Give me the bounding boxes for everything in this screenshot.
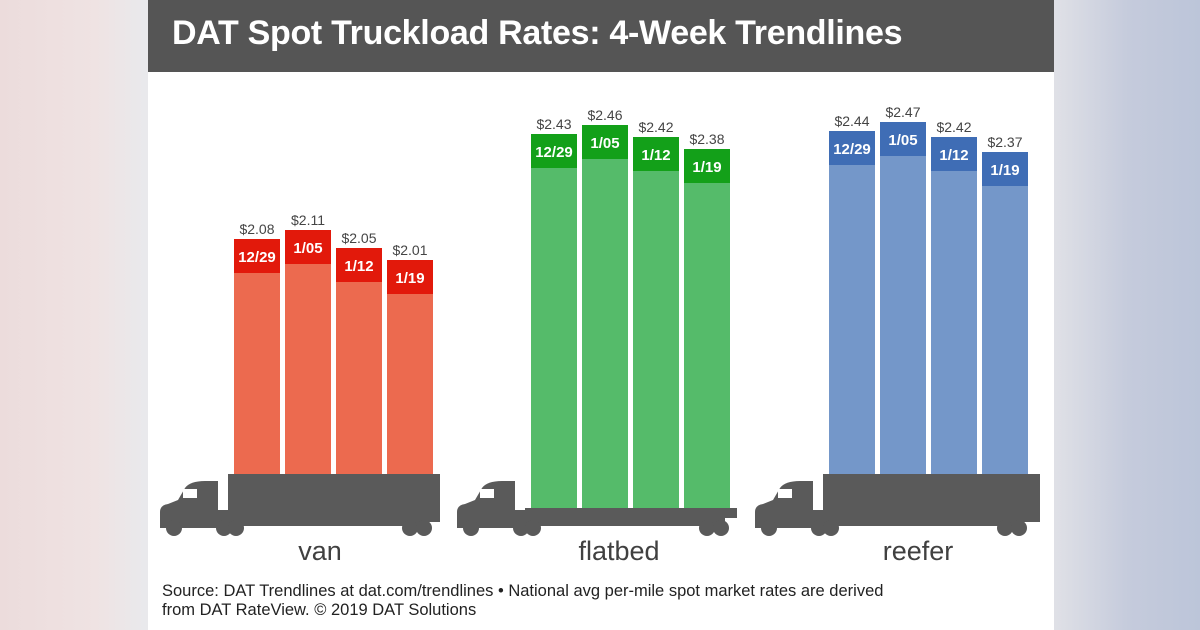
bar-cap-flatbed-0 [531, 134, 577, 168]
flatbed-truck-wheel-1 [513, 520, 529, 536]
value-label-reefer-3: $2.37 [987, 134, 1022, 150]
bar-van-0 [234, 239, 280, 474]
date-label-van-1: 1/05 [293, 240, 322, 257]
source-note-line2: from DAT RateView. © 2019 DAT Solutions [162, 601, 477, 619]
bar-flatbed-2 [633, 137, 679, 508]
bar-reefer-1 [880, 122, 926, 474]
dry-van-truck-wheel-4 [416, 520, 432, 536]
value-label-flatbed-2: $2.42 [638, 119, 673, 135]
category-label-flatbed: flatbed [578, 536, 660, 566]
date-label-reefer-1: 1/05 [888, 132, 917, 149]
reefer-truck-wheel-1 [811, 520, 827, 536]
dry-van-truck-cab-window [183, 489, 197, 498]
bar-cap-flatbed-1 [582, 125, 628, 159]
bar-cap-flatbed-2 [633, 137, 679, 171]
chart-title: DAT Spot Truckload Rates: 4-Week Trendli… [172, 14, 903, 52]
bar-van-3 [387, 260, 433, 474]
reefer-truck-cab-window [778, 489, 792, 498]
bar-cap-reefer-3 [982, 152, 1028, 186]
flatbed-truck-wheel-4 [713, 520, 729, 536]
bar-cap-van-3 [387, 260, 433, 294]
dry-van-truck-wheel-0 [166, 520, 182, 536]
bar-flatbed-3 [684, 149, 730, 508]
flatbed-truck-cab [457, 481, 527, 528]
date-label-flatbed-0: 12/29 [535, 144, 573, 161]
value-label-van-3: $2.01 [392, 242, 427, 258]
dry-van-truck-wheel-1 [216, 520, 232, 536]
dry-van-truck-wheel-3 [402, 520, 418, 536]
bar-cap-van-1 [285, 230, 331, 264]
reefer-truck-cab [755, 481, 825, 528]
value-label-reefer-0: $2.44 [834, 113, 869, 129]
value-label-flatbed-1: $2.46 [587, 107, 622, 123]
bar-flatbed-0 [531, 134, 577, 508]
category-label-van: van [298, 536, 342, 566]
dry-van-truck-cab [160, 481, 230, 528]
source-note-line1: Source: DAT Trendlines at dat.com/trendl… [162, 582, 884, 600]
reefer-truck-wheel-0 [761, 520, 777, 536]
date-label-flatbed-3: 1/19 [692, 159, 721, 176]
reefer-truck-chassis [813, 514, 1023, 526]
date-label-reefer-2: 1/12 [939, 147, 968, 164]
bar-cap-van-2 [336, 248, 382, 282]
reefer-truck-wheel-3 [997, 520, 1013, 536]
flatbed-truck-wheel-2 [525, 520, 541, 536]
date-label-van-0: 12/29 [238, 249, 276, 266]
flatbed-truck-chassis [515, 514, 725, 526]
date-label-flatbed-2: 1/12 [641, 147, 670, 164]
bar-cap-flatbed-3 [684, 149, 730, 183]
bar-cap-reefer-2 [931, 137, 977, 171]
bar-van-2 [336, 248, 382, 474]
date-label-van-3: 1/19 [395, 270, 424, 287]
title-bar [148, 0, 1054, 72]
reefer-truck-wheel-4 [1011, 520, 1027, 536]
date-label-flatbed-1: 1/05 [590, 135, 619, 152]
date-label-van-2: 1/12 [344, 258, 373, 275]
bar-reefer-0 [829, 131, 875, 474]
value-label-van-2: $2.05 [341, 230, 376, 246]
flatbed-truck-cab-window [480, 489, 494, 498]
value-label-reefer-1: $2.47 [885, 104, 920, 120]
flatbed-truck-wheel-0 [463, 520, 479, 536]
reefer-truck-wheel-2 [823, 520, 839, 536]
bar-cap-van-0 [234, 239, 280, 273]
bar-cap-reefer-1 [880, 122, 926, 156]
bar-van-1 [285, 230, 331, 474]
date-label-reefer-0: 12/29 [833, 141, 871, 158]
date-label-reefer-3: 1/19 [990, 162, 1019, 179]
flatbed-truck-wheel-3 [699, 520, 715, 536]
dry-van-truck-chassis [218, 514, 428, 526]
flatbed-truck-deck [525, 508, 737, 518]
category-label-reefer: reefer [882, 536, 954, 566]
bar-reefer-3 [982, 152, 1028, 474]
value-label-flatbed-0: $2.43 [536, 116, 571, 132]
value-label-van-0: $2.08 [239, 221, 274, 237]
bar-cap-reefer-0 [829, 131, 875, 165]
value-label-van-1: $2.11 [291, 212, 325, 228]
bar-reefer-2 [931, 137, 977, 474]
value-label-flatbed-3: $2.38 [689, 131, 724, 147]
dry-van-truck-wheel-2 [228, 520, 244, 536]
value-label-reefer-2: $2.42 [936, 119, 971, 135]
bar-flatbed-1 [582, 125, 628, 508]
